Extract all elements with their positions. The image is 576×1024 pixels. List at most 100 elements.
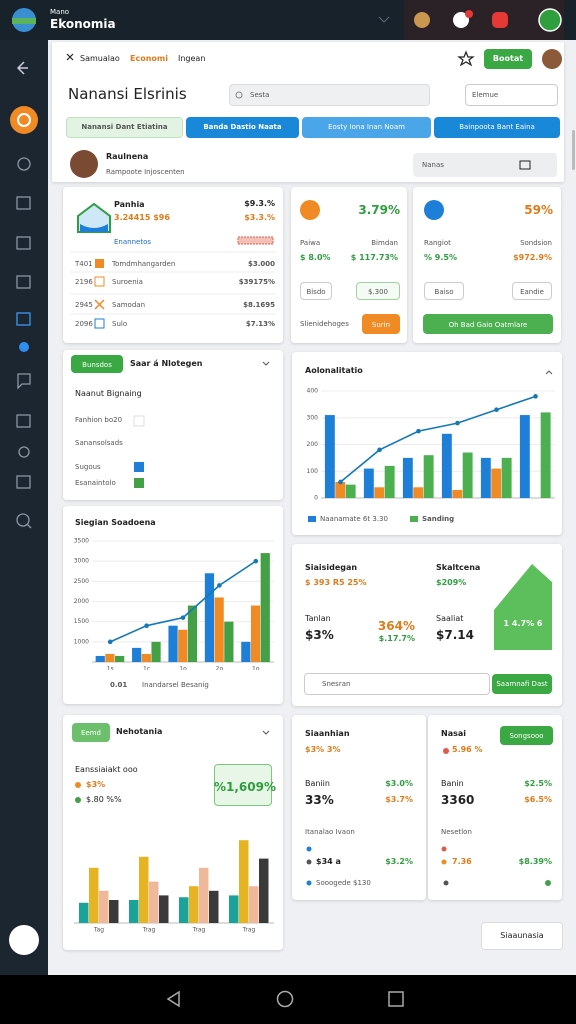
nav-dot[interactable] [19,342,29,352]
row-name: Suroenia [112,278,143,286]
card [63,506,283,704]
search[interactable] [304,673,490,695]
bar [480,457,491,498]
heading: Eanssiaiakt ooo [75,765,138,774]
chart-footer: 0.01 [110,681,128,689]
chart-title: Aolonalitatio [305,366,363,375]
sys-recent[interactable] [388,991,404,1007]
chart-footer: Inandarsel Besanig [142,681,209,689]
button[interactable] [362,314,400,334]
value: $ 117.73% [350,253,398,262]
card-value: 3.79% [358,203,400,217]
checkbox[interactable] [133,415,145,427]
stat-value: $3% 3% [305,745,341,754]
row-icon [95,259,104,268]
y-tick-label: 0 [314,495,318,501]
legend-swatch [134,462,144,472]
bar [151,641,161,662]
nav-back[interactable] [16,61,28,75]
legend-label: Sugous [75,463,101,471]
bar [335,481,346,498]
star[interactable] [457,50,475,67]
card-title: Nehotania [116,727,163,736]
nav-home-glyph [17,113,31,127]
card [63,350,283,500]
tab[interactable] [186,117,299,138]
button[interactable] [481,922,563,950]
stat-value: 5.96 % [452,745,483,754]
bullet [443,880,449,886]
breadcrumb: Economi [130,54,168,63]
stat-value: $3.0% [385,779,413,788]
point [180,615,186,620]
sys-back[interactable] [166,990,180,1008]
button[interactable] [492,674,552,694]
tab-label: Bainpoota Bant Eaina [459,123,535,131]
button[interactable] [356,282,400,300]
row-name: Sulo [112,320,128,328]
icon-settings[interactable] [538,8,562,32]
nav-active[interactable] [16,312,31,326]
row-id: T401 [75,260,93,268]
chart: Tag Trag Trag Trag [74,840,274,934]
button[interactable] [512,282,552,300]
bar [540,412,551,498]
row-id: 2196 [75,278,93,286]
label: Bimdan [371,239,398,247]
x-tick-label: Trag [142,927,156,934]
bullet [306,859,312,865]
button-label: $.300 [367,288,389,296]
bar [452,489,463,498]
button[interactable] [424,282,464,300]
legend-swatch [134,478,144,488]
bullet [306,880,312,886]
app-title: Ekonomia [50,17,116,31]
close[interactable] [66,53,74,61]
icon-chat[interactable] [453,12,469,28]
user-avatar[interactable] [542,49,562,69]
app-subtitle: Mano [50,8,70,16]
label: Rangiot [424,239,451,247]
bar [79,902,89,923]
search[interactable] [229,84,430,106]
bar [239,840,249,923]
tab[interactable] [434,117,560,138]
button[interactable] [72,723,110,742]
tab-label: Nanansi Dant Etiatina [81,123,168,131]
metric-value: $ 393 R5 25% [305,578,367,587]
button[interactable] [423,314,553,334]
badge [465,10,473,18]
legend-swatch [308,516,316,522]
button[interactable] [300,282,332,300]
nav-icons[interactable] [16,157,32,529]
button[interactable] [484,49,532,69]
chevron[interactable] [545,370,553,375]
icon-alert[interactable] [492,12,508,28]
chevron[interactable] [262,730,270,735]
stat-value: $3.7% [385,795,413,804]
nav-home[interactable] [10,106,38,134]
bar [89,867,99,923]
select[interactable] [413,153,557,177]
icon-avatar[interactable] [414,12,430,28]
chevron[interactable] [262,361,270,366]
dropdown [378,16,390,23]
calendar-icon[interactable] [519,160,531,170]
button[interactable] [500,726,553,745]
system-nav [0,975,576,1024]
metric-value: $209% [436,578,467,587]
y-tick-label: 1500 [74,618,89,625]
tab[interactable] [66,117,183,138]
row-value: $3.000 [247,260,275,268]
select[interactable] [465,84,558,106]
bullet [75,797,81,803]
sys-home[interactable] [276,990,294,1008]
button[interactable] [71,355,123,373]
nav-fab[interactable] [9,925,39,955]
bar [178,629,188,662]
bar [345,484,356,498]
chart: 0 100 200 300 400 [307,388,555,501]
tab[interactable] [302,117,431,138]
label: Sondsion [520,239,552,247]
